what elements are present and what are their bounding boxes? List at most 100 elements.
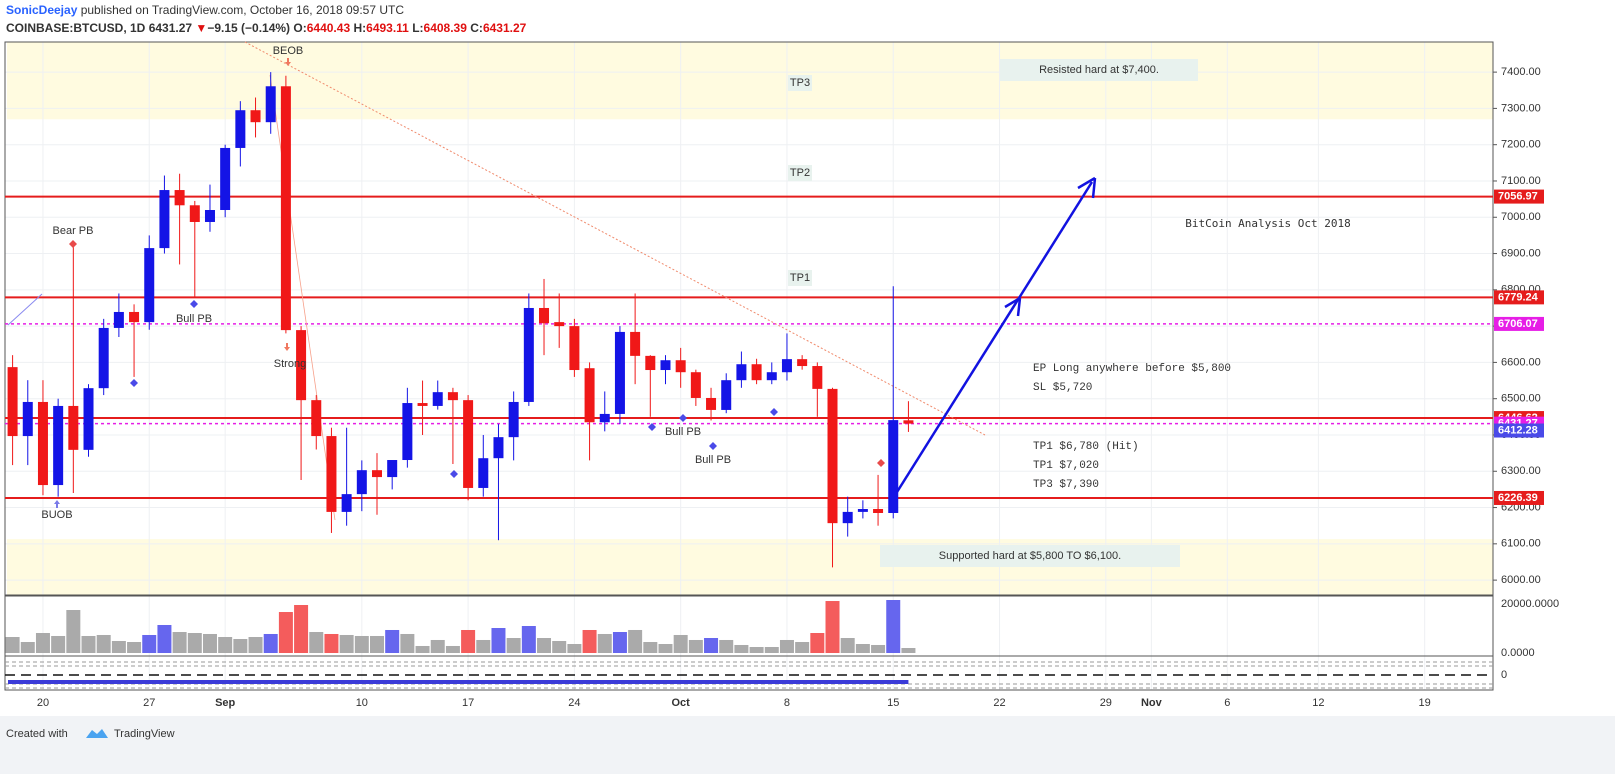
volume-bar [476,639,491,653]
volume-bar [749,646,764,653]
zone [7,539,1493,595]
volume-bar [537,638,552,653]
arrow [895,181,1094,493]
brand[interactable]: TradingView [114,728,175,740]
analysis-text: TP3 $7,390 [1033,479,1099,491]
volume-bar [810,633,825,653]
c-label: C: [470,21,483,35]
candle-body [204,210,215,222]
marker [450,470,458,478]
arrow-head [1004,296,1022,317]
candle-body [660,360,671,371]
volume-bar [309,632,324,653]
candle-body [296,330,307,401]
volume-bar [445,645,460,653]
annotation: BitCoin Analysis Oct 2018 [1185,217,1351,230]
candle-body [736,364,747,381]
change: −9.15 (−0.14%) [207,21,290,35]
price-label: 6226.39 [1498,492,1538,504]
candle-body [220,147,231,211]
volume-bar [886,600,901,653]
price-label: 6412.28 [1498,424,1538,436]
candle-body [387,460,398,478]
published: published on TradingView.com, October 16… [77,3,404,17]
volume-bar [66,610,81,653]
volume-bar [278,612,293,653]
candle-body [873,509,884,513]
created-with: Created with [6,728,68,740]
volume-bar [263,633,278,653]
o: 6440.43 [307,21,351,35]
volume-bar [612,632,627,653]
trend-line [269,74,336,521]
candle-body [447,392,458,401]
frame [4,655,1494,691]
volume-bar [385,629,400,653]
author[interactable]: SonicDeejay [6,3,78,17]
volume-bar [855,644,870,653]
annotation: BEOB [273,45,304,57]
volume-bar [20,641,35,653]
indicator-tick: 0 [1501,669,1507,681]
volume-bar [567,644,582,653]
price-label-bg [1494,316,1544,331]
volume-bar [202,633,217,653]
candle-body [7,367,18,437]
volume-bar [51,635,66,653]
note-box [1000,59,1198,81]
candle-body [37,401,48,486]
volume-bar [35,633,50,653]
candle-body [174,190,185,206]
marker [190,300,198,308]
header-line2: COINBASE:BTCUSD, 1D 6431.27 ▼−9.15 (−0.1… [6,21,527,35]
candle-body [159,190,170,249]
x-tick-label: 29 [1100,697,1112,709]
x-tick-label: 17 [462,697,474,709]
volume-bar [734,644,749,653]
candle-body [842,511,853,524]
candle-body [857,509,868,512]
volume-bar [142,634,157,653]
annotation: Supported hard at $5,800 TO $6,100. [939,550,1121,562]
candle-body [280,86,291,331]
last: 6431.27 [149,21,193,35]
volume-bar [597,633,612,653]
x-tick-label: 22 [993,697,1005,709]
candle-body [584,368,595,423]
candle-body [554,322,565,327]
annotation: Bull PB [176,313,212,325]
volume-bar [582,629,597,653]
x-tick-label: 19 [1419,697,1431,709]
volume-bar [719,639,734,653]
volume-bar [871,644,886,653]
analysis-text: SL $5,720 [1033,382,1092,394]
candle-body [22,401,33,437]
annotation: TP1 [790,272,810,284]
marker [679,414,687,422]
marker [648,423,656,431]
candle-body [265,86,276,123]
tp-box [788,165,812,181]
l-label: L: [412,21,423,35]
volume-bar [415,645,430,653]
arrow: ▼ [195,21,207,35]
volume-bar [111,640,126,653]
volume-bar [552,640,567,653]
price-label-bg [1494,423,1544,438]
volume-bar [521,626,536,653]
volume-bar [370,635,384,653]
y-tick-label: 7300.00 [1501,102,1541,114]
volume-bar [506,638,521,653]
candle-body [569,326,580,371]
volume-bar [218,637,233,653]
volume-bar [673,634,688,653]
candle-body [98,327,109,389]
o-label: O: [293,21,306,35]
candle-body [508,401,519,438]
zone [7,42,1493,120]
marker [709,442,717,450]
candle-body [493,437,504,459]
candle-body [402,403,413,461]
annotation: TP2 [790,167,810,179]
